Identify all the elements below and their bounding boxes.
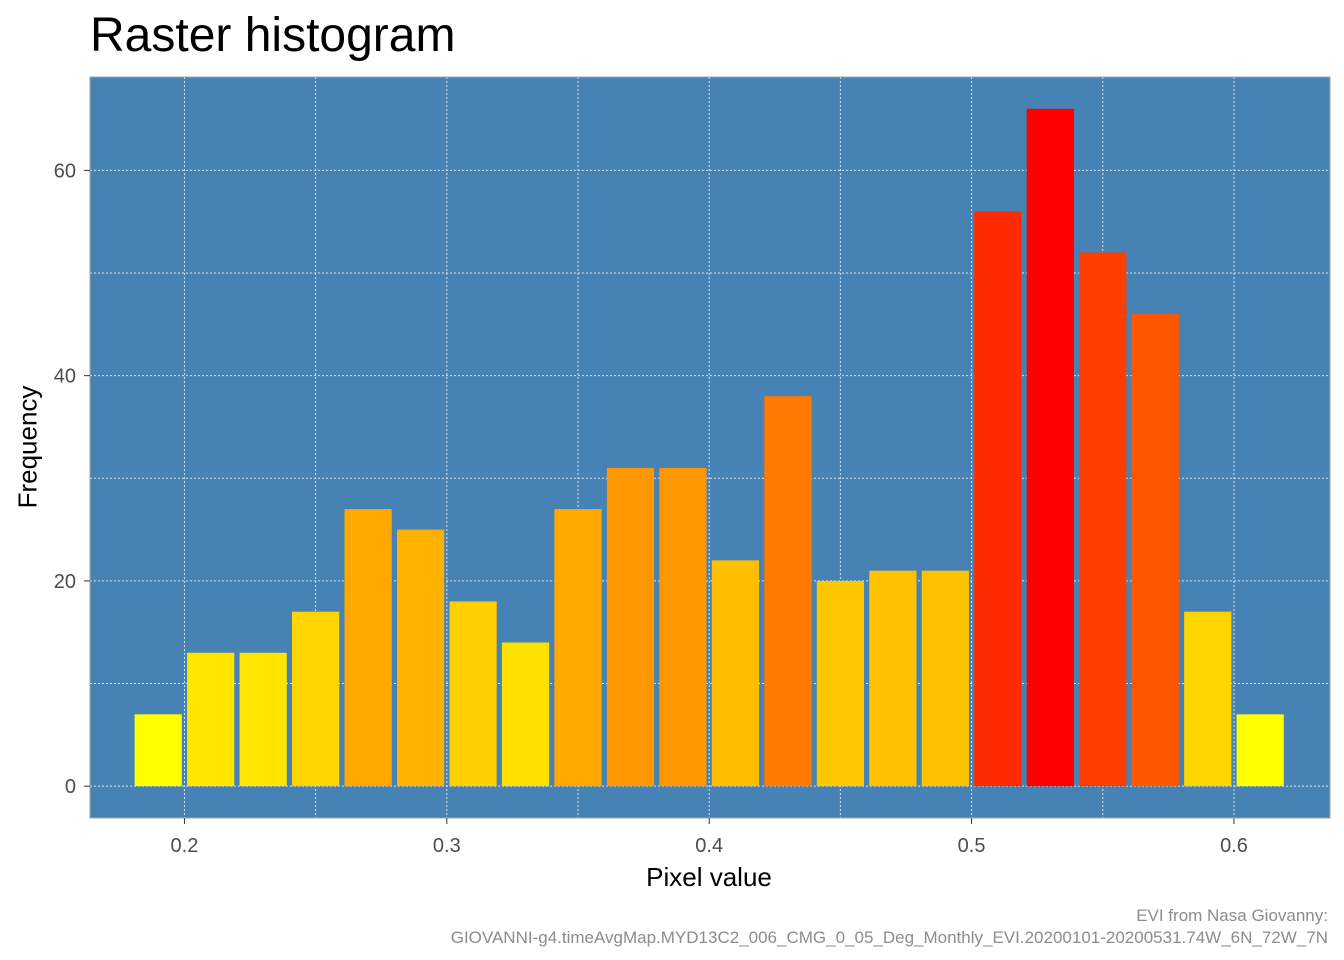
x-tick-label: 0.4 [695,835,723,857]
x-tick-label: 0.3 [433,835,461,857]
y-tick-label: 0 [65,776,76,798]
histogram-bar [1236,714,1284,787]
histogram-bar [659,468,707,787]
y-tick-label: 40 [54,366,76,388]
caption-line-1: EVI from Nasa Giovanny: [1136,906,1328,925]
histogram-bar [554,509,602,787]
histogram-bar [449,601,497,787]
histogram-bar [764,396,812,787]
x-tick-label: 0.6 [1220,835,1248,857]
histogram-bar [292,611,340,787]
histogram-bar [1079,252,1127,787]
histogram-bar [501,642,550,787]
x-tick-label: 0.2 [171,835,199,857]
y-tick-label: 20 [54,571,76,593]
histogram-bar [1184,611,1232,787]
histogram-bar [134,714,182,787]
caption-line-2: GIOVANNI-g4.timeAvgMap.MYD13C2_006_CMG_0… [450,928,1328,947]
histogram-bar [869,570,917,787]
x-axis-label: Pixel value [646,862,772,892]
histogram-bar [1131,314,1179,787]
histogram-bar [1026,108,1074,787]
histogram-bar [344,509,392,787]
histogram-bar [396,529,445,787]
histogram-bar [711,560,760,787]
plot-border [89,76,1331,819]
y-tick-label: 60 [54,160,76,182]
histogram-bar [816,580,865,787]
histogram-bar [187,652,235,787]
histogram-bar [606,468,655,787]
histogram-bar [974,211,1022,787]
chart-title: Raster histogram [90,9,456,62]
histogram-bar [239,652,287,787]
histogram-bar [921,570,969,787]
x-tick-label: 0.5 [958,835,986,857]
y-axis-label: Frequency [12,385,43,509]
